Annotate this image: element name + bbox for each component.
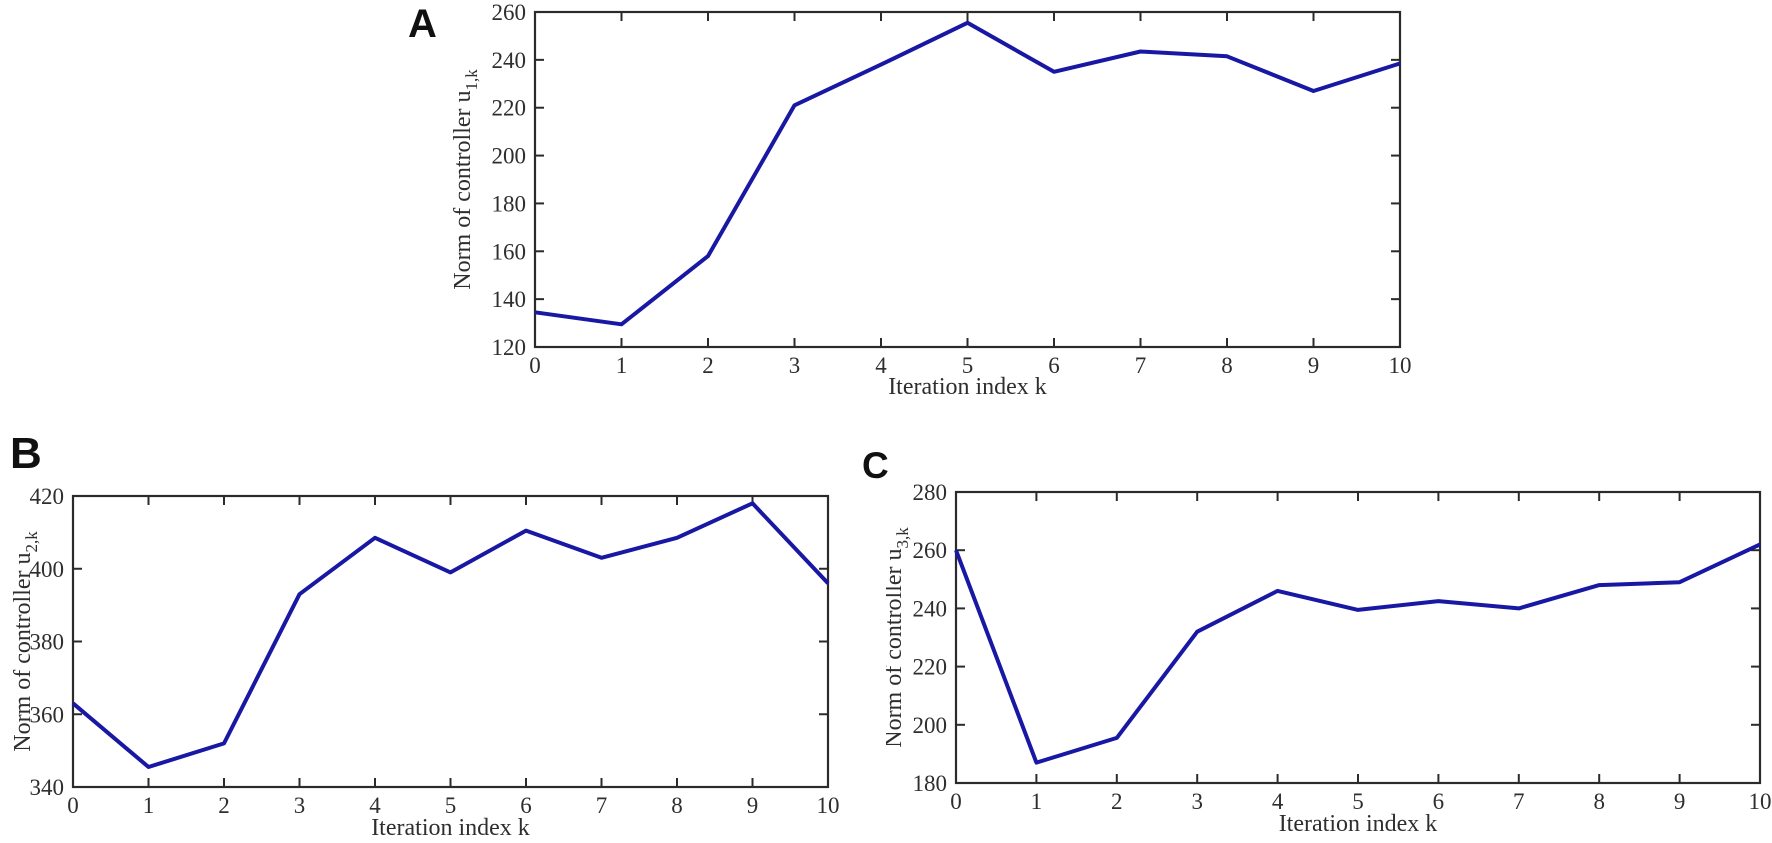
x-tick-label: 5 [962,353,974,378]
data-line [71,501,830,769]
x-tick-label: 7 [1135,353,1147,378]
y-axis-title: Norm of controller u1,k [450,69,481,290]
y-tick-label: 180 [913,771,948,796]
x-tick-label: 1 [1031,789,1043,814]
y-tick-label: 200 [492,144,527,169]
y-tick-label: 380 [30,630,65,655]
y-tick-label: 220 [492,96,527,121]
y-tick-label: 140 [492,287,527,312]
x-tick-label: 2 [218,793,230,818]
x-tick-label: 2 [702,353,714,378]
chart-norm-controller-u2k: 0 1 2 3 4 5 6 7 8 9 10 340 360 380 400 420 Iteration ind… [10,484,840,841]
y-tick-label: 420 [30,484,65,509]
x-tick-label: 1 [143,793,155,818]
x-tick-label: 0 [67,793,79,818]
y-tick-label: 400 [30,557,65,582]
x-tick-label: 7 [1513,789,1525,814]
y-axis-title: Norm of controller u3,k [886,527,912,748]
x-tick-label: 5 [445,793,457,818]
x-tick-label: 2 [1111,789,1123,814]
y-tick-label: 240 [492,48,527,73]
y-tick-label: 280 [913,480,948,505]
x-tick-label: 0 [529,353,541,378]
x-tick-label: 9 [747,793,759,818]
x-tick-label: 6 [1433,789,1445,814]
x-tick-label: 4 [369,793,381,818]
x-tick-label: 1 [616,353,628,378]
chart-norm-controller-u1k: 0 1 2 3 4 5 6 7 8 9 10 120 140 160 180 200 220 240 260 Iter… [450,0,1412,400]
plot-border [954,490,1762,785]
x-tick-label: 3 [1191,789,1203,814]
x-tick-label: 8 [1593,789,1605,814]
x-axis-title: Iteration index k [1279,811,1438,837]
y-tick-label: 160 [492,239,527,264]
y-tick-label: 220 [913,655,948,680]
x-tick-label: 4 [1272,789,1284,814]
x-tick-label: 10 [1389,353,1412,378]
data-line [534,20,1401,327]
x-tick-label: 7 [596,793,608,818]
y-tick-label: 200 [913,713,948,738]
y-axis-title: Norm of controller u2,k [10,531,41,752]
plot-border [533,10,1402,349]
x-tick-label: 6 [1048,353,1060,378]
x-axis-title: Iteration index k [371,815,530,841]
x-tick-label: 8 [1221,353,1233,378]
y-tick-label: 180 [492,191,527,216]
y-tick-label: 120 [492,335,527,360]
x-tick-label: 8 [671,793,683,818]
x-tick-label: 6 [520,793,532,818]
x-tick-label: 10 [1749,789,1772,814]
panel-label-a: A [408,2,437,46]
data-line [954,542,1761,765]
x-tick-label: 3 [294,793,306,818]
plot-border [71,494,830,789]
panel-label-b: B [10,429,42,478]
y-tick-label: 240 [913,596,948,621]
x-tick-label: 5 [1352,789,1364,814]
chart-norm-controller-u3k: 0 1 2 3 4 5 6 7 8 9 10 180 200 220 240 260 280 Iteration … [886,480,1772,837]
panel-label-c: C [862,445,889,486]
x-tick-label: 3 [789,353,801,378]
y-tick-label: 260 [492,0,527,25]
x-tick-label: 9 [1308,353,1320,378]
x-tick-label: 10 [817,793,840,818]
x-axis-title: Iteration index k [888,374,1047,400]
x-tick-label: 0 [950,789,962,814]
x-tick-label: 9 [1674,789,1686,814]
y-tick-label: 340 [30,775,65,800]
y-tick-label: 360 [30,702,65,727]
x-tick-label: 4 [875,353,887,378]
y-tick-label: 260 [913,538,948,563]
